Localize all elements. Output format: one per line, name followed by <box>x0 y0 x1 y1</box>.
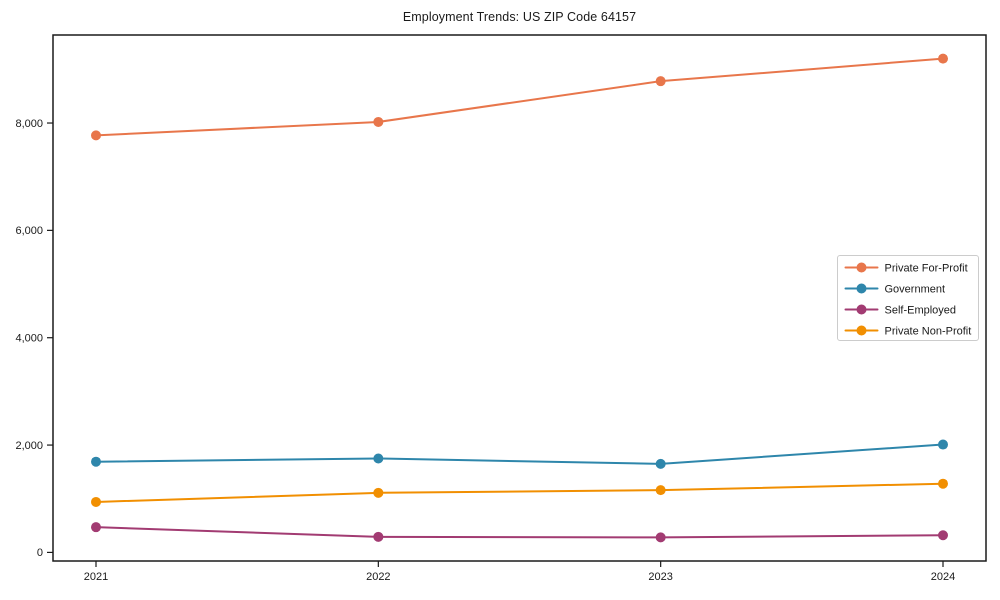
data-point-self-employed-2022 <box>373 531 384 542</box>
legend-label-private-non-profit: Private Non-Profit <box>885 325 972 337</box>
data-point-private-for-profit-2021 <box>91 130 101 141</box>
data-point-government-2021 <box>91 456 101 467</box>
legend-label-self-employed: Self-Employed <box>885 304 957 316</box>
data-point-self-employed-2024 <box>938 530 948 541</box>
y-tick-label: 2,000 <box>15 440 43 452</box>
plot-area-border <box>52 34 987 562</box>
data-point-private-for-profit-2023 <box>655 76 666 87</box>
legend-swatch-dot-self-employed <box>856 304 867 315</box>
data-point-private-non-profit-2022 <box>373 487 384 498</box>
data-point-private-non-profit-2021 <box>91 496 101 507</box>
legend-label-private-for-profit: Private For-Profit <box>885 262 968 274</box>
data-point-self-employed-2021 <box>91 522 101 533</box>
legend-swatch-dot-private-non-profit <box>856 325 867 336</box>
series-line-private-non-profit <box>95 482 944 503</box>
chart-title: Employment Trends: US ZIP Code 64157 <box>402 10 637 24</box>
data-point-private-for-profit-2022 <box>373 116 384 127</box>
y-tick-label: 6,000 <box>15 225 43 237</box>
legend-swatch-dot-government <box>856 283 867 294</box>
x-tick-label: 2021 <box>84 571 108 583</box>
data-point-private-for-profit-2024 <box>938 53 948 64</box>
data-point-private-non-profit-2024 <box>938 478 948 489</box>
legend-box <box>837 255 979 341</box>
y-tick-label: 8,000 <box>15 118 43 130</box>
data-point-government-2024 <box>938 439 948 450</box>
legend-label-government: Government <box>885 283 946 295</box>
data-point-private-non-profit-2023 <box>655 485 666 496</box>
series-line-government <box>95 443 944 465</box>
data-point-government-2022 <box>373 453 384 464</box>
y-tick-label: 4,000 <box>15 333 43 345</box>
x-tick-label: 2023 <box>648 571 672 583</box>
data-point-government-2023 <box>655 458 666 469</box>
data-point-self-employed-2023 <box>655 532 666 543</box>
x-tick-label: 2024 <box>931 571 955 583</box>
x-tick-label: 2022 <box>366 571 390 583</box>
legend-swatch-dot-private-for-profit <box>856 262 867 273</box>
series-line-private-for-profit <box>95 57 944 137</box>
series-line-self-employed <box>95 526 944 539</box>
y-tick-label: 0 <box>37 547 43 559</box>
